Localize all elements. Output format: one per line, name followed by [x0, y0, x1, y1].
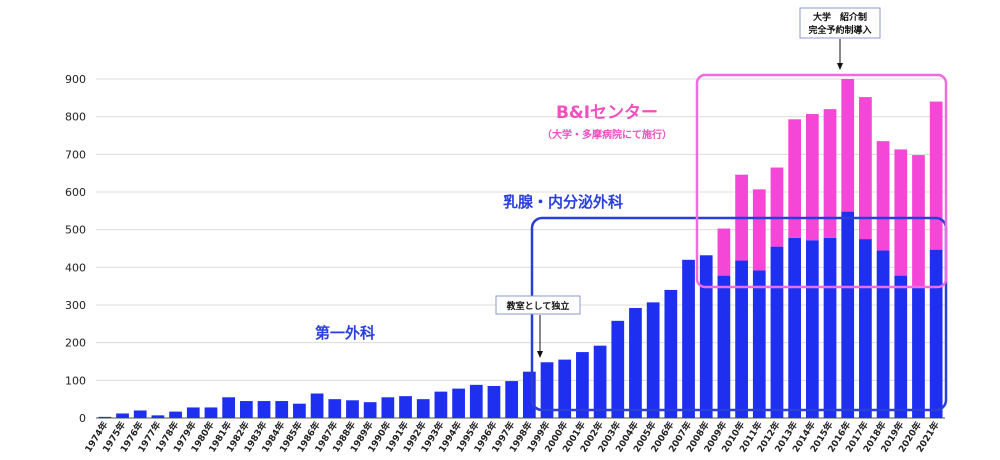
bar-department-1984年 — [275, 401, 289, 418]
first-surgery-label: 第一外科 — [315, 324, 375, 342]
bar-bi-2009年 — [717, 228, 731, 276]
independence-callout-box — [495, 295, 581, 315]
bar-department-2001年 — [576, 352, 589, 418]
bar-department-1992年 — [416, 399, 430, 418]
bar-department-2013年 — [788, 237, 802, 418]
bar-bi-2021年 — [929, 101, 943, 250]
bar-bi-2019年 — [894, 149, 908, 276]
y-tick-label: 800 — [65, 111, 86, 124]
bar-department-2006年 — [664, 289, 678, 418]
bar-department-1985年 — [293, 403, 306, 418]
independence-arrowhead — [537, 351, 543, 358]
bar-bi-2015年 — [823, 109, 837, 238]
y-tick-label: 600 — [65, 186, 86, 199]
bar-department-2010年 — [735, 260, 748, 418]
bar-department-1995年 — [469, 384, 483, 418]
bar-bi-2013年 — [788, 119, 802, 238]
bar-bi-2014年 — [805, 114, 819, 241]
bar-department-2015年 — [823, 237, 837, 418]
y-tick-label: 100 — [65, 374, 86, 387]
referral-arrowhead — [837, 63, 843, 70]
bi-center-sublabel: （大学・多摩病院にて施行） — [542, 128, 672, 141]
bar-department-2014年 — [805, 240, 819, 418]
bar-department-1994年 — [452, 388, 465, 418]
bar-department-1981年 — [222, 397, 236, 418]
bar-department-1991年 — [399, 396, 412, 418]
bar-department-1975年 — [116, 413, 129, 418]
x-axis: 1974年1975年1976年1977年1978年1979年1980年1981年… — [82, 419, 942, 454]
referral-callout-line1: 大学 紹介制 — [813, 11, 867, 23]
bar-department-2002年 — [593, 345, 607, 418]
bar-department-1998年 — [522, 371, 536, 418]
y-axis: 0 100 200 300 400 500 600 700 800 900 — [65, 73, 86, 425]
bar-department-1993年 — [434, 391, 448, 418]
bar-department-1986年 — [310, 393, 324, 418]
y-tick-label: 200 — [65, 337, 86, 350]
bar-department-1977年 — [151, 415, 165, 418]
y-tick-label: 700 — [65, 148, 86, 161]
bar-department-2016年 — [841, 211, 855, 418]
bar-department-2000年 — [558, 359, 572, 418]
bar-department-1976年 — [133, 410, 147, 418]
bars — [98, 79, 943, 418]
bar-department-1990年 — [381, 397, 395, 418]
y-tick-label: 300 — [65, 299, 86, 312]
bar-department-1979年 — [186, 407, 200, 418]
bar-bi-2017年 — [859, 97, 872, 240]
bi-center-label: B&Iセンター — [556, 103, 658, 123]
bar-department-2007年 — [682, 259, 695, 418]
bar-bi-2012年 — [770, 167, 784, 247]
bar-department-1996年 — [487, 385, 501, 418]
referral-callout-box — [799, 7, 881, 39]
bar-bi-2016年 — [841, 79, 855, 212]
bar-department-1989年 — [363, 402, 377, 418]
bar-bi-2018年 — [876, 141, 890, 251]
bar-department-1980年 — [204, 407, 218, 418]
bar-department-2012年 — [770, 246, 784, 418]
bar-department-2011年 — [752, 270, 766, 418]
bar-department-2018年 — [876, 250, 890, 418]
bar-department-1983年 — [257, 401, 271, 418]
y-tick-label: 400 — [65, 261, 86, 274]
bar-bi-2020年 — [912, 155, 925, 287]
bar-department-1978年 — [169, 411, 182, 418]
breast-surgery-label: 乳腺・内分泌外科 — [503, 193, 623, 211]
bi-center-region-box — [695, 73, 948, 289]
independence-callout-text: 教室として独立 — [506, 300, 570, 312]
bar-department-2009年 — [717, 275, 731, 418]
bar-department-1988年 — [346, 400, 359, 418]
bar-department-2019年 — [894, 275, 908, 418]
bar-department-2021年 — [929, 249, 943, 418]
bar-department-1987年 — [328, 399, 342, 418]
referral-callout-line2: 完全予約制導入 — [808, 24, 871, 36]
bar-department-1997年 — [505, 381, 519, 418]
bar-department-2017年 — [859, 239, 872, 418]
bar-bi-2011年 — [752, 189, 766, 271]
bar-department-1982年 — [239, 401, 253, 418]
bar-department-2020年 — [912, 286, 925, 418]
bar-department-1974年 — [98, 416, 112, 418]
bar-department-1999年 — [540, 362, 554, 418]
y-tick-label: 500 — [65, 224, 86, 237]
gridlines — [96, 78, 945, 419]
bar-department-2008年 — [699, 255, 713, 418]
bar-department-2005年 — [646, 302, 660, 418]
y-tick-label: 0 — [79, 412, 86, 425]
y-tick-label: 900 — [65, 73, 86, 86]
bar-department-2004年 — [629, 308, 642, 418]
bar-department-2003年 — [611, 320, 625, 418]
